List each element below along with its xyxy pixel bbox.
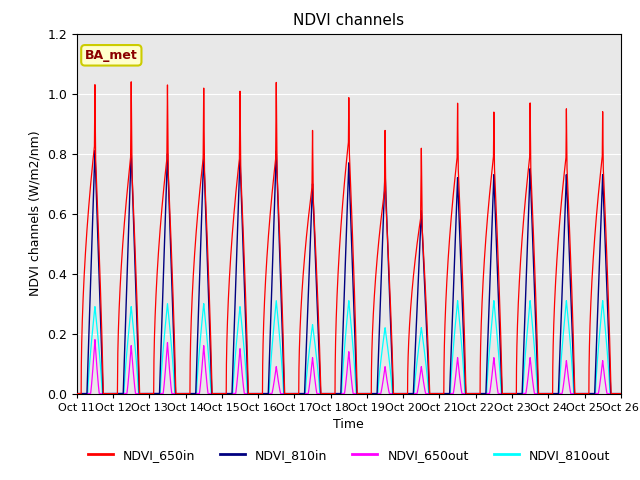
Legend: NDVI_650in, NDVI_810in, NDVI_650out, NDVI_810out: NDVI_650in, NDVI_810in, NDVI_650out, NDV…: [83, 444, 615, 467]
Text: BA_met: BA_met: [85, 49, 138, 62]
Title: NDVI channels: NDVI channels: [293, 13, 404, 28]
Y-axis label: NDVI channels (W/m2/nm): NDVI channels (W/m2/nm): [29, 131, 42, 297]
X-axis label: Time: Time: [333, 418, 364, 431]
